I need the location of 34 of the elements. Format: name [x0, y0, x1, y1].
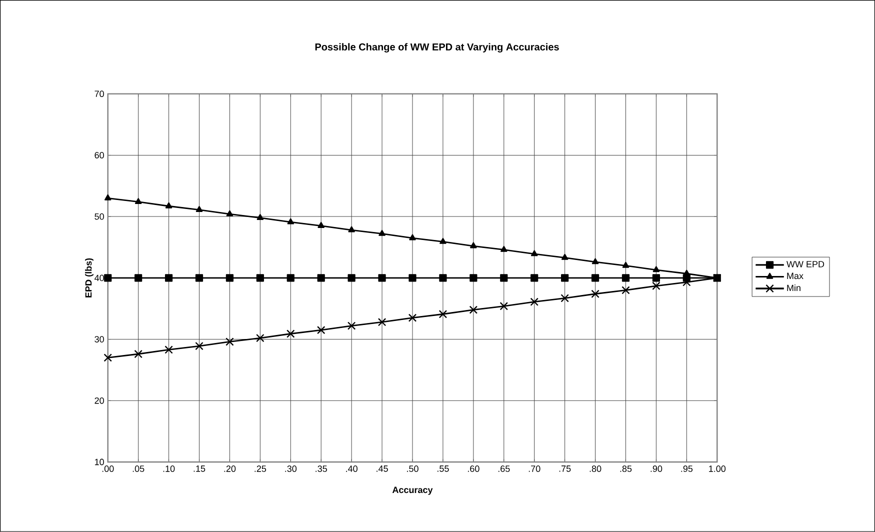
x-tick-label: .05	[132, 466, 144, 472]
x-tick-label: .75	[559, 466, 571, 472]
x-tick-label: .45	[376, 466, 388, 472]
x-tick-label: .15	[194, 466, 206, 472]
x-tick-label: .60	[468, 466, 480, 472]
legend-label: Max	[787, 272, 804, 280]
x-tick-label: .90	[650, 466, 662, 472]
x-tick-label: 1.00	[709, 466, 726, 472]
x-tick-label: .65	[498, 466, 510, 472]
x-tick-label: .35	[316, 466, 327, 472]
x-tick-label: .25	[254, 466, 266, 472]
x-axis-title: Accuracy	[392, 486, 433, 495]
y-axis-title: EPD (lbs)	[85, 258, 94, 298]
x-tick-label: .70	[528, 466, 540, 472]
x-tick-label: .80	[590, 466, 602, 472]
chart-title: Possible Change of WW EPD at Varying Accuracies	[315, 43, 559, 53]
legend-label: Min	[787, 284, 800, 292]
y-tick-label: 70	[94, 90, 104, 98]
x-tick-label: .00	[102, 466, 114, 472]
y-tick-label: 60	[94, 152, 104, 158]
x-tick-label: .55	[438, 466, 449, 472]
legend-label: WW EPD	[786, 261, 824, 268]
y-tick-label: 30	[94, 336, 104, 343]
x-tick-label: .20	[224, 466, 236, 472]
x-tick-label: .95	[681, 466, 693, 472]
y-tick-label: 20	[94, 398, 104, 404]
x-tick-label: .50	[407, 466, 418, 472]
x-tick-label: .85	[620, 466, 632, 472]
x-tick-label: .10	[163, 466, 175, 472]
x-tick-label: .30	[285, 466, 297, 472]
y-tick-label: 10	[95, 458, 104, 466]
x-tick-label: .40	[346, 466, 358, 472]
y-tick-label: 50	[94, 213, 104, 220]
y-tick-label: 40	[94, 274, 104, 282]
